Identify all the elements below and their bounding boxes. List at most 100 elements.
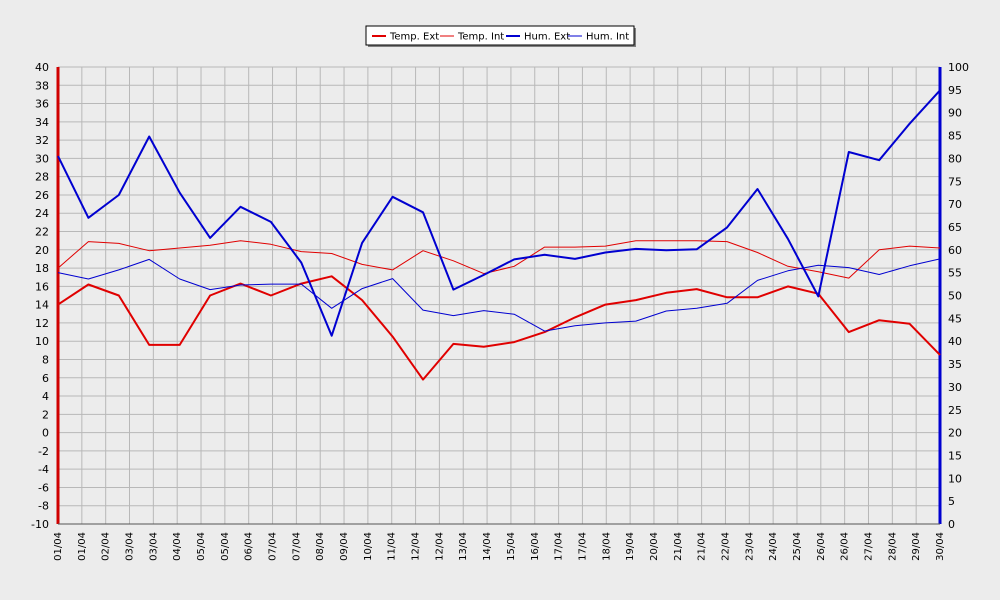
series-line-temp-int xyxy=(57,240,941,279)
left-tick-label: 10 xyxy=(35,335,49,348)
right-tick-label: 55 xyxy=(948,267,962,280)
right-tick-label: 45 xyxy=(948,312,962,325)
x-tick-label: 03/04 xyxy=(148,532,159,561)
left-tick-label: 34 xyxy=(35,116,49,129)
x-tick-label: 15/04 xyxy=(506,532,517,561)
left-tick-label: -10 xyxy=(31,518,49,531)
x-tick-label: 25/04 xyxy=(792,532,803,561)
left-tick-label: 32 xyxy=(35,134,49,147)
x-tick-label: 22/04 xyxy=(720,532,731,561)
legend-entry: Hum. Ext xyxy=(524,32,570,43)
right-tick-label: 10 xyxy=(948,472,962,485)
left-tick-label: 40 xyxy=(35,61,49,74)
left-tick-label: 14 xyxy=(35,299,49,312)
x-tick-label: 26/04 xyxy=(840,532,851,561)
legend-box xyxy=(365,25,635,46)
right-tick-label: 40 xyxy=(948,335,962,348)
x-tick-label: 18/04 xyxy=(601,532,612,561)
legend-entry: Temp. Int xyxy=(457,32,504,43)
x-tick-label: 01/04 xyxy=(77,532,88,561)
right-tick-label: 25 xyxy=(948,404,962,417)
left-tick-label: 16 xyxy=(35,280,49,293)
left-tick-label: 18 xyxy=(35,262,49,275)
x-tick-label: 16/04 xyxy=(530,532,541,561)
x-tick-label: 23/04 xyxy=(744,532,755,561)
right-tick-label: 50 xyxy=(948,290,962,303)
right-tick-label: 70 xyxy=(948,198,962,211)
series-line-hum-int xyxy=(57,258,941,332)
left-tick-label: 8 xyxy=(42,353,49,366)
left-tick-label: -6 xyxy=(38,481,49,494)
x-tick-label: 03/04 xyxy=(125,532,136,561)
right-tick-label: 100 xyxy=(948,61,969,74)
left-tick-label: 28 xyxy=(35,171,49,184)
left-tick-label: 26 xyxy=(35,189,49,202)
left-tick-label: 36 xyxy=(35,98,49,111)
right-tick-label: 30 xyxy=(948,381,962,394)
x-tick-label: 30/04 xyxy=(935,532,946,561)
x-tick-label: 12/04 xyxy=(434,532,445,561)
left-tick-label: 0 xyxy=(42,427,49,440)
x-tick-label: 21/04 xyxy=(673,532,684,561)
right-tick-label: 80 xyxy=(948,152,962,165)
x-tick-label: 09/04 xyxy=(339,532,350,561)
left-tick-label: -4 xyxy=(38,463,49,476)
legend-entry: Temp. Ext xyxy=(389,32,439,43)
series-line-hum-ext xyxy=(57,89,941,337)
left-tick-label: 20 xyxy=(35,244,49,257)
left-tick-label: 12 xyxy=(35,317,49,330)
x-tick-label: 21/04 xyxy=(697,532,708,561)
right-tick-label: 60 xyxy=(948,244,962,257)
x-tick-label: 07/04 xyxy=(291,532,302,561)
left-tick-label: 24 xyxy=(35,207,49,220)
x-tick-label: 29/04 xyxy=(911,532,922,561)
plot-area xyxy=(58,67,940,524)
right-tick-label: 65 xyxy=(948,221,962,234)
series-layer xyxy=(57,89,941,381)
x-tick-label: 01/04 xyxy=(53,532,64,561)
left-tick-label: 2 xyxy=(42,408,49,421)
right-tick-label: 35 xyxy=(948,358,962,371)
axes: -10-8-6-4-202468101214161820222426283032… xyxy=(31,61,969,561)
x-tick-label: 24/04 xyxy=(768,532,779,561)
right-tick-label: 90 xyxy=(948,107,962,120)
series-line-temp-ext xyxy=(57,275,941,381)
left-tick-label: 22 xyxy=(35,226,49,239)
right-tick-label: 95 xyxy=(948,84,962,97)
right-tick-label: 85 xyxy=(948,130,962,143)
right-tick-label: 15 xyxy=(948,449,962,462)
left-tick-label: -2 xyxy=(38,445,49,458)
x-tick-label: 10/04 xyxy=(363,532,374,561)
left-tick-label: 6 xyxy=(42,372,49,385)
legend-entry: Hum. Int xyxy=(586,32,629,43)
legend: Temp. Ext Temp. Int Hum. Ext Hum. Int xyxy=(365,25,636,47)
x-tick-label: 13/04 xyxy=(458,532,469,561)
x-tick-label: 19/04 xyxy=(625,532,636,561)
left-tick-label: 4 xyxy=(42,390,49,403)
right-tick-label: 75 xyxy=(948,175,962,188)
right-tick-label: 20 xyxy=(948,427,962,440)
x-tick-label: 14/04 xyxy=(482,532,493,561)
x-tick-label: 26/04 xyxy=(816,532,827,561)
x-tick-label: 05/04 xyxy=(196,532,207,561)
right-tick-label: 5 xyxy=(948,495,955,508)
left-tick-label: 38 xyxy=(35,79,49,92)
x-tick-label: 28/04 xyxy=(887,532,898,561)
x-tick-label: 08/04 xyxy=(315,532,326,561)
x-tick-label: 17/04 xyxy=(577,532,588,561)
x-tick-label: 04/04 xyxy=(172,532,183,561)
grid xyxy=(57,66,941,525)
x-tick-label: 05/04 xyxy=(220,532,231,561)
x-tick-label: 06/04 xyxy=(244,532,255,561)
x-tick-label: 12/04 xyxy=(411,532,422,561)
right-tick-label: 0 xyxy=(948,518,955,531)
left-tick-label: -8 xyxy=(38,500,49,513)
x-tick-label: 27/04 xyxy=(863,532,874,561)
x-tick-label: 11/04 xyxy=(387,532,398,561)
x-tick-label: 17/04 xyxy=(554,532,565,561)
left-tick-label: 30 xyxy=(35,152,49,165)
x-tick-label: 07/04 xyxy=(268,532,279,561)
x-tick-label: 02/04 xyxy=(101,532,112,561)
